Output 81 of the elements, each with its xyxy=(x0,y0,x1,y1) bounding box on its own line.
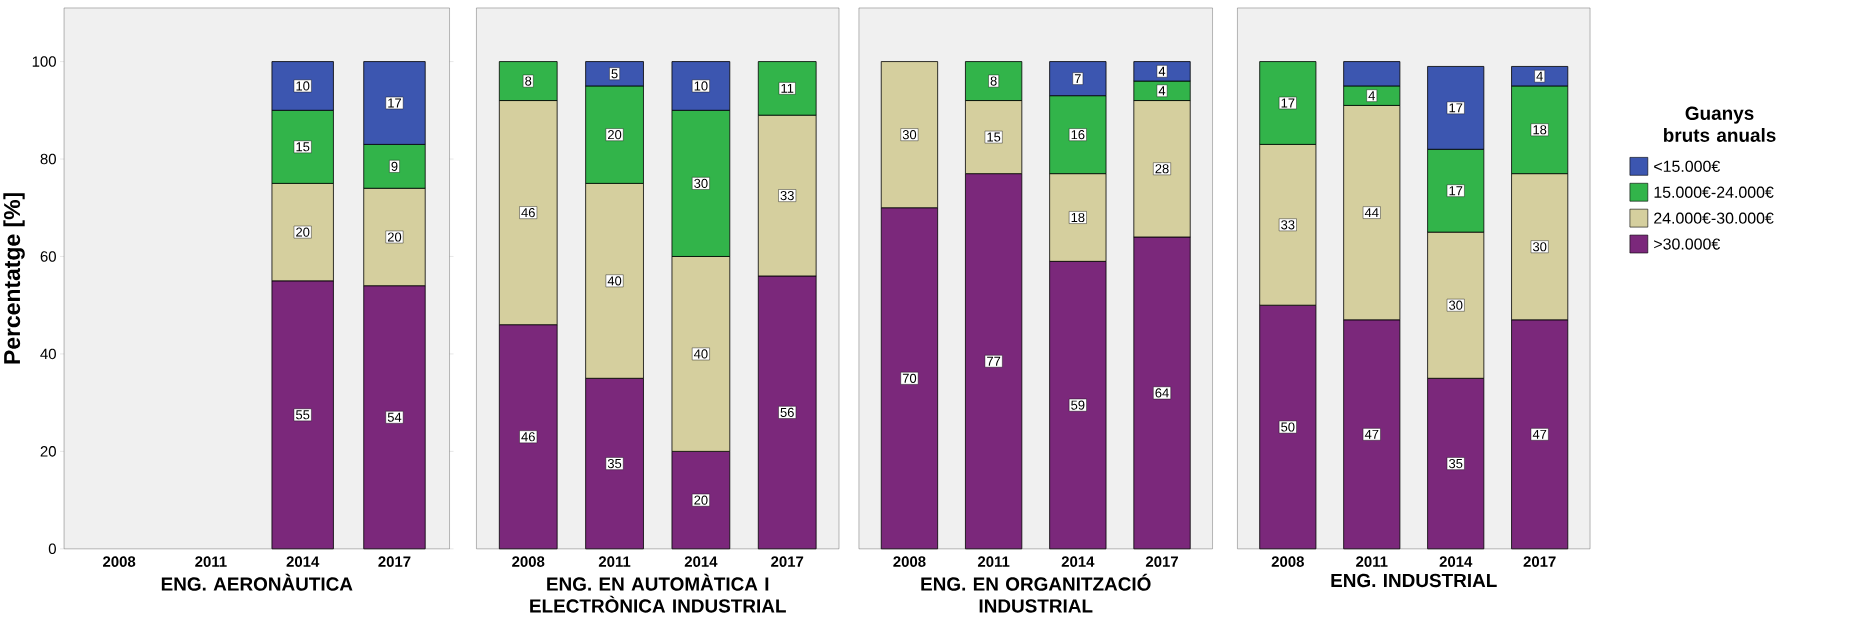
data-label: 8 xyxy=(990,76,997,86)
data-label: 77 xyxy=(987,357,1001,366)
data-label: 54 xyxy=(387,413,402,423)
data-label: 55 xyxy=(296,410,310,420)
data-label: 70 xyxy=(902,373,917,384)
legend-label: 15.000€-24.000€ xyxy=(1654,186,1774,199)
data-label: 33 xyxy=(780,191,794,201)
data-label: 64 xyxy=(1155,388,1169,398)
data-label: 30 xyxy=(902,130,917,140)
data-label: 40 xyxy=(607,276,622,286)
data-label: 17 xyxy=(388,98,402,108)
x-axis-title: ENG. EN AUTOMÀTICA I ELECTRÒNICA INDUSTRIAL xyxy=(530,574,786,613)
data-label: 30 xyxy=(1449,300,1463,311)
legend-label: >30.000€ xyxy=(1654,238,1721,250)
data-label: 17 xyxy=(1449,103,1463,113)
y-tick-label: 20 xyxy=(40,446,56,457)
x-tick-label: 2008 xyxy=(512,556,545,568)
data-label: 17 xyxy=(1449,186,1463,196)
data-label: 44 xyxy=(1364,208,1379,218)
legend-label: 24.000€-30.000€ xyxy=(1654,212,1774,225)
x-tick-label: 2011 xyxy=(195,556,227,568)
data-label: 10 xyxy=(694,81,708,91)
x-tick-label: 2017 xyxy=(1145,556,1178,568)
x-tick-label: 2014 xyxy=(1061,556,1095,568)
data-label: 8 xyxy=(525,76,532,86)
data-label: 4 xyxy=(1368,91,1375,101)
data-label: 33 xyxy=(1281,220,1295,230)
legend-title: Guanys bruts anuals xyxy=(1664,106,1776,143)
data-label: 35 xyxy=(1449,459,1463,469)
data-label: 9 xyxy=(391,161,398,172)
data-label: 10 xyxy=(296,81,310,91)
data-label: 4 xyxy=(1158,86,1166,96)
data-label: 35 xyxy=(607,459,622,469)
x-tick-label: 2014 xyxy=(684,556,718,568)
data-label: 20 xyxy=(608,130,622,140)
x-tick-label: 2011 xyxy=(598,556,631,568)
data-label: 47 xyxy=(1364,430,1379,440)
x-tick-label: 2014 xyxy=(1439,556,1473,568)
data-label: 5 xyxy=(611,69,618,79)
data-label: 4 xyxy=(1158,67,1166,76)
data-label: 18 xyxy=(1071,213,1085,223)
data-label: 15 xyxy=(987,132,1001,142)
y-tick-label: 100 xyxy=(32,56,56,68)
x-tick-label: 2017 xyxy=(378,556,411,568)
data-label: 11 xyxy=(781,84,794,94)
data-label: 20 xyxy=(387,232,402,242)
x-tick-label: 2011 xyxy=(1356,556,1388,568)
x-tick-label: 2008 xyxy=(893,556,926,568)
data-label: 47 xyxy=(1532,430,1547,440)
x-tick-label: 2008 xyxy=(1271,556,1304,568)
y-tick-label: 60 xyxy=(40,251,56,262)
y-axis-title: Percentatge [%] xyxy=(3,193,25,364)
x-tick-label: 2008 xyxy=(103,556,136,568)
y-tick-label: 40 xyxy=(40,348,56,360)
data-label: 15 xyxy=(296,142,310,152)
data-label: 17 xyxy=(1281,98,1295,108)
data-label: 20 xyxy=(296,227,310,237)
data-label: 4 xyxy=(1536,71,1543,81)
data-label: 28 xyxy=(1155,164,1169,174)
data-label: 40 xyxy=(693,349,708,359)
x-axis-title: ENG. AERONÀUTICA xyxy=(161,574,353,591)
y-tick-label: 0 xyxy=(48,543,56,555)
y-tick-label: 80 xyxy=(40,153,56,165)
data-label: 20 xyxy=(694,495,708,505)
data-label: 46 xyxy=(521,432,535,442)
data-label: 16 xyxy=(1071,130,1085,140)
x-tick-label: 2017 xyxy=(771,556,804,568)
x-tick-label: 2017 xyxy=(1523,556,1556,568)
legend-label: <15.000€ xyxy=(1654,160,1721,173)
x-axis-title: ENG. INDUSTRIAL xyxy=(1331,573,1497,588)
data-label: 18 xyxy=(1533,125,1547,135)
x-axis-title: ENG. EN ORGANITZACIÓ INDUSTRIAL xyxy=(921,574,1151,613)
data-label: 46 xyxy=(521,208,535,218)
data-label: 30 xyxy=(694,179,708,189)
x-tick-label: 2014 xyxy=(286,556,320,568)
x-tick-label: 2011 xyxy=(977,556,1010,568)
data-label: 30 xyxy=(1532,242,1547,252)
data-label: 59 xyxy=(1071,400,1085,410)
data-label: 7 xyxy=(1074,74,1081,84)
data-label: 56 xyxy=(780,408,794,418)
data-label: 50 xyxy=(1281,422,1295,432)
